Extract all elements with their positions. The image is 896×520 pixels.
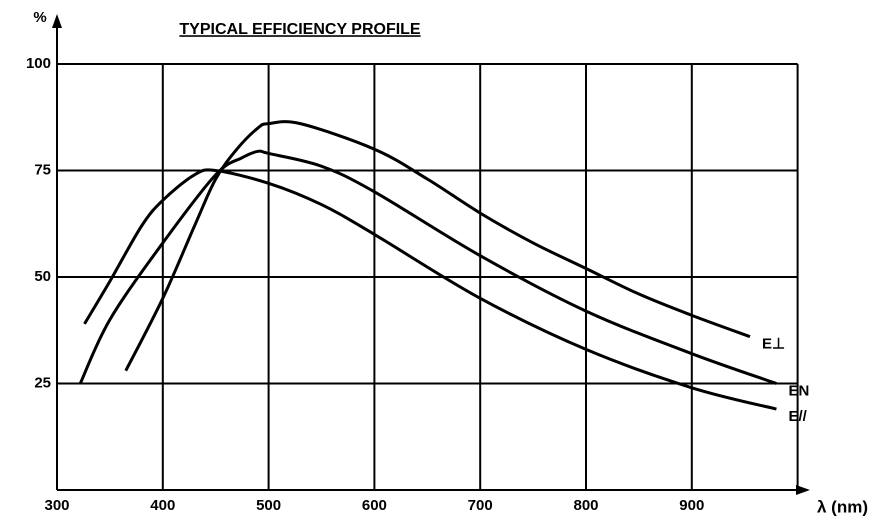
x-tick-label: 300 [44, 497, 69, 514]
y-tick-label: 25 [34, 374, 51, 391]
x-tick-label: 500 [256, 497, 281, 514]
y-axis-label: % [33, 9, 46, 26]
efficiency-curve [78, 149, 777, 385]
x-tick-label: 600 [362, 497, 387, 514]
x-tick-label: 900 [679, 497, 704, 514]
efficiency-curve [83, 168, 777, 411]
x-tick-label: 700 [468, 497, 493, 514]
y-axis-arrow [52, 14, 62, 28]
y-tick-label: 100 [26, 55, 51, 72]
chart-title: TYPICAL EFFICIENCY PROFILE [179, 21, 421, 38]
x-tick-label: 400 [150, 497, 175, 514]
x-axis-label: λ (nm) [817, 497, 868, 516]
x-tick-label: 800 [573, 497, 598, 514]
y-tick-label: 75 [34, 161, 51, 178]
y-tick-label: 50 [34, 268, 51, 285]
curve-label: E// [788, 408, 807, 425]
curve-label: E⊥ [762, 336, 785, 353]
x-axis-arrow [796, 485, 810, 495]
curve-label: EN [788, 382, 809, 399]
efficiency-curve [124, 120, 751, 372]
